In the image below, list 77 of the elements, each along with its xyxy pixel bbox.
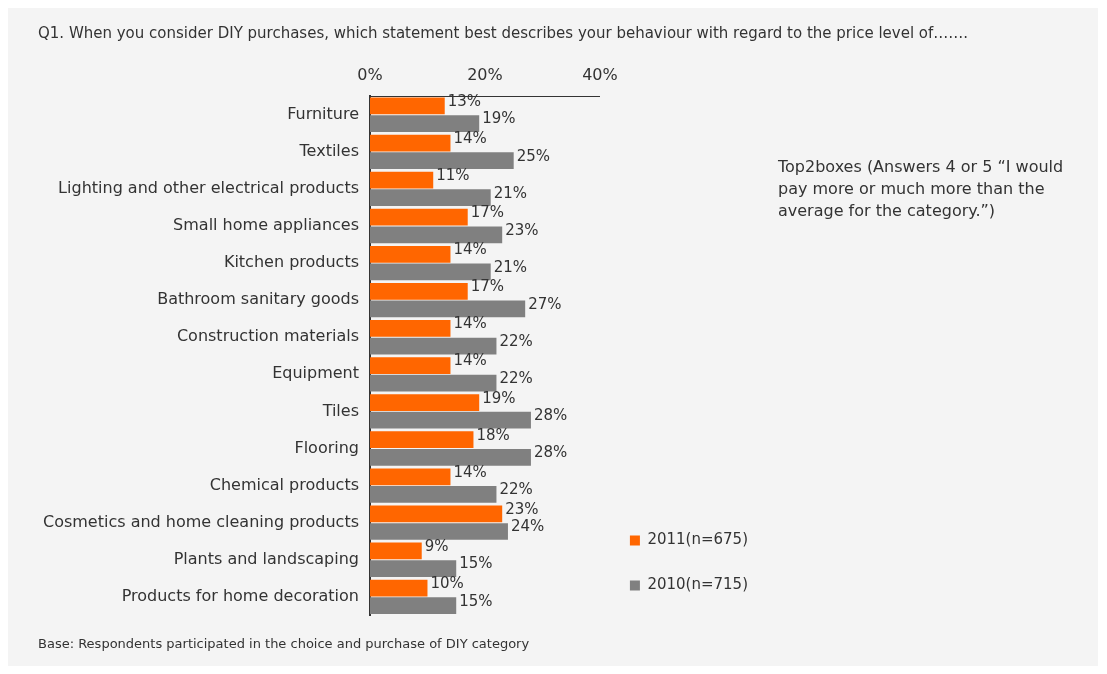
x-tick-label: 0% bbox=[357, 64, 383, 84]
y-tick-label: Lighting and other electrical products bbox=[58, 178, 359, 198]
y-tick-label: Furniture bbox=[287, 103, 359, 123]
legend-label: 2010(n=715) bbox=[647, 575, 749, 594]
x-tick-label: 40% bbox=[582, 64, 618, 84]
data-label: 14% bbox=[453, 128, 487, 147]
bar bbox=[370, 134, 451, 152]
data-label: 18% bbox=[476, 425, 510, 444]
bar bbox=[370, 320, 451, 337]
data-label: 15% bbox=[459, 554, 493, 573]
x-tick-label: 20% bbox=[467, 64, 503, 84]
data-label: 28% bbox=[533, 406, 568, 425]
bar bbox=[370, 300, 526, 318]
data-label: 19% bbox=[482, 388, 516, 407]
bar bbox=[370, 486, 497, 503]
bar bbox=[370, 542, 422, 560]
data-label: 9% bbox=[424, 536, 449, 555]
bar bbox=[370, 189, 491, 207]
bar bbox=[370, 152, 514, 169]
chart-title: Q1. When you consider DIY purchases, which statement best describes your behaviour with regard to the price level of……. bbox=[38, 24, 969, 42]
data-label: 22% bbox=[499, 369, 533, 388]
bar bbox=[370, 115, 480, 132]
data-label: 21% bbox=[493, 257, 528, 276]
data-label: 17% bbox=[470, 203, 505, 222]
text: Base: Respondents participated in the choice and purchase of DIY category bbox=[38, 636, 530, 651]
y-tick-label: Tiles bbox=[321, 400, 359, 420]
data-label: 22% bbox=[499, 480, 533, 499]
bar bbox=[370, 263, 491, 281]
y-tick-label: Plants and landscaping bbox=[173, 548, 359, 568]
bar bbox=[370, 97, 445, 115]
bar bbox=[370, 226, 503, 244]
y-tick-label: Chemical products bbox=[209, 474, 359, 494]
bar bbox=[370, 505, 503, 523]
bar bbox=[370, 468, 451, 486]
data-label: 23% bbox=[505, 499, 539, 518]
bar bbox=[370, 597, 457, 615]
bar bbox=[370, 560, 457, 577]
bar bbox=[370, 411, 531, 429]
data-label: 28% bbox=[533, 443, 568, 462]
data-label: 23% bbox=[505, 220, 539, 239]
bar bbox=[370, 283, 468, 300]
y-tick-label: Equipment bbox=[272, 363, 359, 383]
data-label: 27% bbox=[528, 294, 562, 313]
y-tick-label: Kitchen products bbox=[223, 252, 359, 272]
bar bbox=[370, 448, 531, 466]
bar bbox=[370, 357, 451, 374]
bar bbox=[370, 431, 474, 449]
legend-label: 2011(n=675) bbox=[647, 530, 749, 549]
data-label: 21% bbox=[493, 183, 528, 202]
y-tick-label: Small home appliances bbox=[173, 215, 359, 235]
bar bbox=[370, 171, 434, 189]
data-label: 19% bbox=[482, 109, 516, 128]
bar bbox=[370, 245, 451, 263]
data-label: 14% bbox=[453, 351, 487, 370]
data-label: 15% bbox=[459, 591, 493, 610]
data-label: 14% bbox=[453, 462, 487, 481]
y-tick-label: Construction materials bbox=[176, 326, 359, 346]
data-label: 24% bbox=[510, 517, 545, 536]
bar bbox=[370, 394, 480, 411]
y-tick-label: Bathroom sanitary goods bbox=[157, 289, 359, 309]
data-label: 14% bbox=[453, 314, 487, 333]
bar bbox=[370, 523, 508, 540]
data-label: 22% bbox=[499, 331, 533, 350]
text: Top2boxes (Answers 4 or 5 “I would pay more or much more than the average for the category.”) bbox=[778, 156, 1065, 222]
bar bbox=[370, 579, 428, 597]
bar bbox=[370, 208, 468, 226]
y-tick-label: Textiles bbox=[298, 140, 359, 160]
data-label: 25% bbox=[516, 146, 551, 165]
bar bbox=[370, 374, 497, 392]
data-label: 17% bbox=[470, 277, 505, 296]
data-label: 10% bbox=[430, 573, 464, 592]
y-tick-label: Products for home decoration bbox=[121, 586, 359, 606]
data-label: 14% bbox=[453, 240, 487, 259]
bar bbox=[370, 337, 497, 355]
y-tick-label: Flooring bbox=[294, 437, 359, 457]
data-label: 11% bbox=[436, 166, 470, 184]
y-tick-label: Cosmetics and home cleaning products bbox=[42, 511, 359, 531]
